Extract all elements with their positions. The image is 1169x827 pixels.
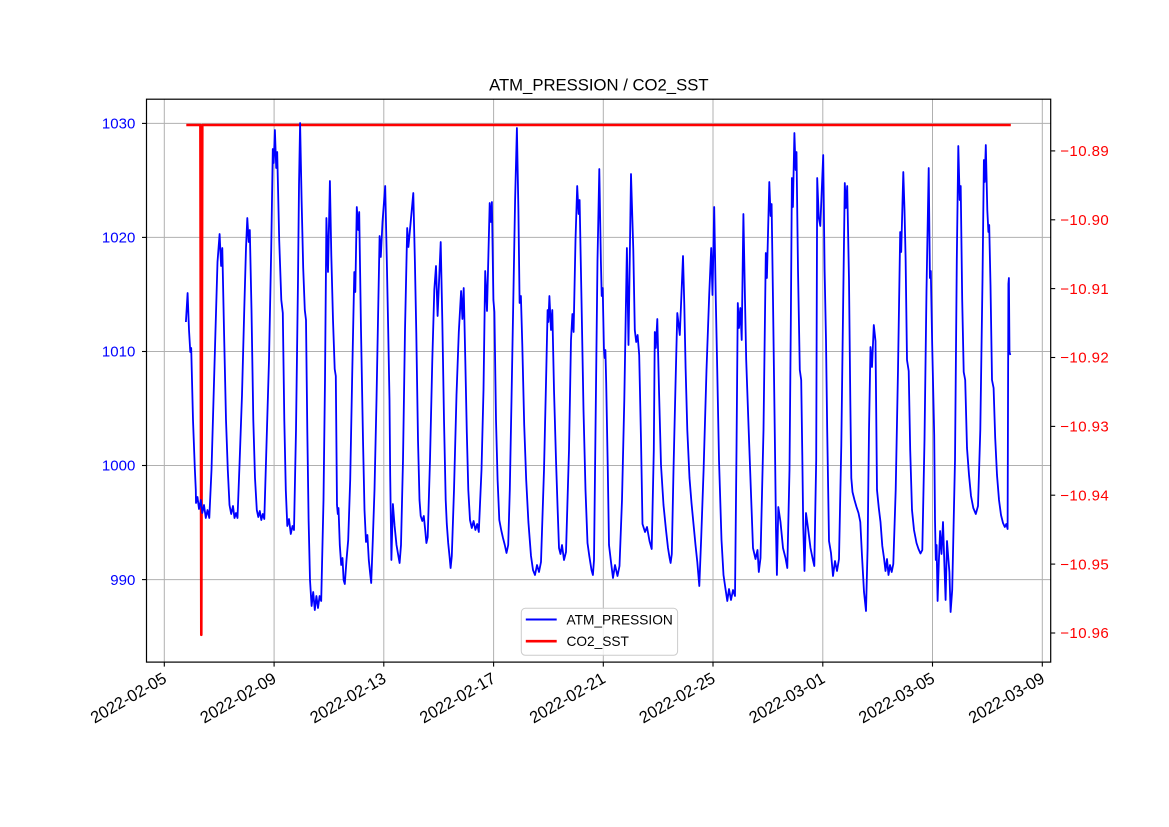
svg-text:2022-03-09: 2022-03-09 (966, 669, 1048, 727)
svg-text:ATM_PRESSION / CO2_SST: ATM_PRESSION / CO2_SST (489, 75, 708, 94)
svg-text:−10.90: −10.90 (1060, 212, 1109, 229)
svg-text:2022-02-21: 2022-02-21 (527, 669, 609, 727)
svg-text:2022-03-01: 2022-03-01 (746, 669, 828, 727)
svg-text:ATM_PRESSION: ATM_PRESSION (567, 612, 673, 627)
svg-text:2022-02-13: 2022-02-13 (307, 669, 389, 727)
svg-text:−10.95: −10.95 (1060, 556, 1109, 573)
svg-text:2022-02-17: 2022-02-17 (417, 669, 499, 727)
svg-text:2022-02-25: 2022-02-25 (636, 669, 718, 727)
svg-text:1000: 1000 (102, 458, 135, 475)
svg-text:−10.91: −10.91 (1060, 281, 1109, 298)
svg-text:1010: 1010 (102, 344, 135, 361)
svg-text:2022-02-09: 2022-02-09 (197, 669, 279, 727)
svg-text:1030: 1030 (102, 116, 135, 133)
svg-text:−10.94: −10.94 (1060, 487, 1109, 504)
svg-text:CO2_SST: CO2_SST (567, 634, 630, 649)
svg-text:−10.96: −10.96 (1060, 625, 1109, 642)
svg-text:−10.92: −10.92 (1060, 350, 1109, 367)
svg-text:2022-03-05: 2022-03-05 (856, 669, 938, 727)
svg-text:−10.89: −10.89 (1060, 143, 1109, 160)
svg-text:−10.93: −10.93 (1060, 419, 1109, 436)
svg-text:2022-02-05: 2022-02-05 (88, 669, 170, 727)
svg-text:1020: 1020 (102, 230, 135, 247)
svg-text:990: 990 (110, 572, 135, 589)
